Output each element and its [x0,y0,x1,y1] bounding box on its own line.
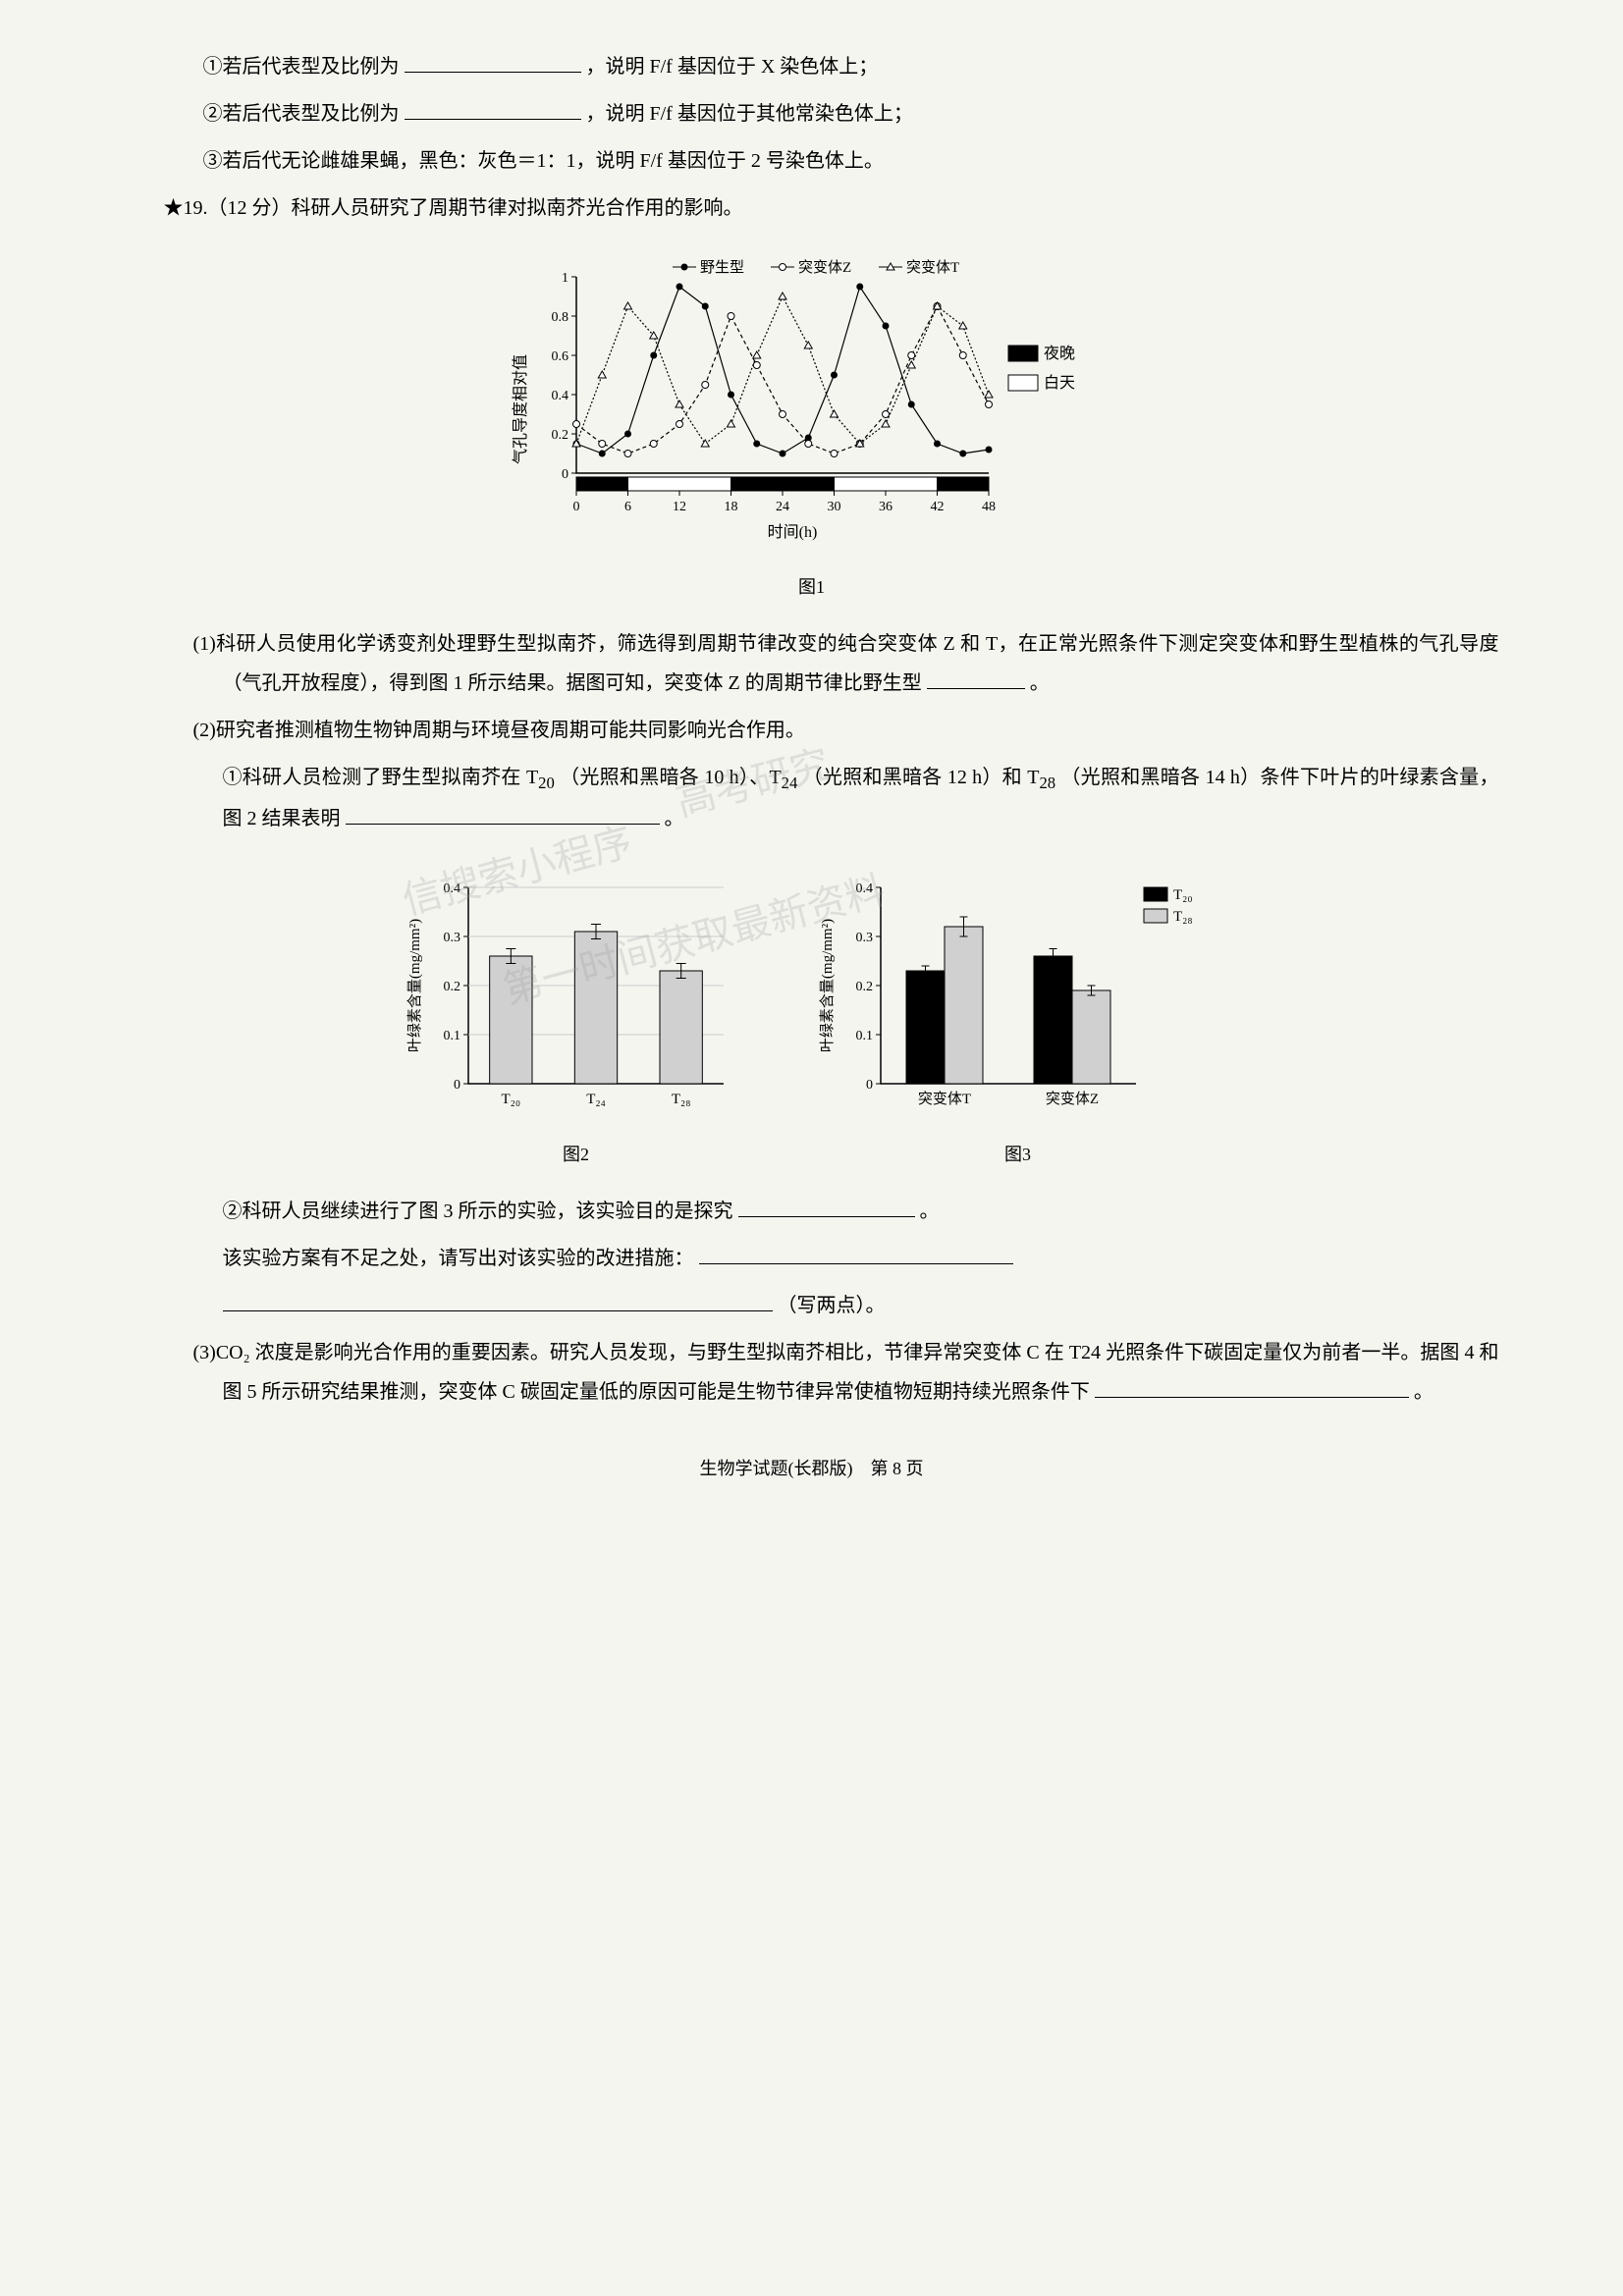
p2-sub2-b: 该实验方案有不足之处，请写出对该实验的改进措施： [125,1239,1499,1278]
svg-text:48: 48 [982,500,996,514]
svg-text:T₂₀: T₂₀ [501,1092,520,1107]
svg-text:30: 30 [827,500,840,514]
svg-text:T₂₄: T₂₄ [586,1092,606,1107]
p1-blank [927,668,1025,689]
svg-text:1: 1 [562,271,568,286]
p3: (3)CO₂ 浓度是影响光合作用的重要因素。研究人员发现，与野生型拟南芥相比，节… [125,1333,1499,1412]
p2-header-text: (2)研究者推测植物生物钟周期与环境昼夜周期可能共同影响光合作用。 [193,720,805,741]
svg-text:0.2: 0.2 [443,980,460,994]
svg-text:突变体Z: 突变体Z [1045,1091,1098,1107]
p2-sub1: ①科研人员检测了野生型拟南芥在 T20 （光照和黑暗各 10 h）、T24 （光… [125,758,1499,838]
svg-text:0.8: 0.8 [551,310,568,325]
fig2-block: 0 0.1 0.2 0.3 0.4 T₂₀ T₂₄ T₂₈ 叶绿素含量(mg/mm²) 图2 [400,858,753,1172]
q19-header: ★19.（12 分）科研人员研究了周期节律对拟南芥光合作用的影响。 [125,188,1499,228]
svg-text:气孔导度相对值: 气孔导度相对值 [512,354,529,464]
q2-tail: ，说明 F/f 基因位于其他常染色体上； [586,103,913,125]
svg-text:0.4: 0.4 [551,389,568,403]
q3-text: ③若后代无论雌雄果蝇，黑色：灰色＝1：1，说明 F/f 基因位于 2 号染色体上… [203,150,884,172]
svg-text:0: 0 [866,1078,873,1093]
svg-text:T₂₈: T₂₈ [671,1092,690,1107]
footer-text: 生物学试题(长郡版) 第 8 页 [700,1459,924,1478]
sub24: 24 [782,774,798,792]
q1-prefix: ①若后代表型及比例为 [203,56,400,78]
p2s1-tail: 。 [665,808,684,829]
p2s2c: （写两点）。 [778,1295,886,1316]
svg-text:0.6: 0.6 [551,349,568,364]
svg-text:0.4: 0.4 [855,881,873,896]
p2-sub2-c: （写两点）。 [125,1286,1499,1325]
svg-text:0: 0 [572,500,579,514]
p3-blank [1095,1377,1409,1398]
svg-text:0.2: 0.2 [855,980,873,994]
svg-text:0.2: 0.2 [551,428,568,443]
p2s2a-tail: 。 [920,1201,940,1222]
svg-text:叶绿素含量(mg/mm²): 叶绿素含量(mg/mm²) [819,919,836,1052]
svg-text:6: 6 [624,500,631,514]
q2-prefix: ②若后代表型及比例为 [203,103,400,125]
p1: (1)科研人员使用化学诱变剂处理野生型拟南芥，筛选得到周期节律改变的纯合突变体 … [125,624,1499,703]
svg-text:突变体T: 突变体T [917,1091,970,1107]
svg-text:42: 42 [930,500,944,514]
q1-line: ①若后代表型及比例为 ，说明 F/f 基因位于 X 染色体上； [125,47,1499,86]
p2s1b: （光照和黑暗各 10 h）、T [560,767,782,788]
q2-line: ②若后代表型及比例为 ，说明 F/f 基因位于其他常染色体上； [125,94,1499,133]
q1-tail: ，说明 F/f 基因位于 X 染色体上； [586,56,879,78]
svg-text:0.3: 0.3 [443,931,460,945]
svg-text:36: 36 [879,500,893,514]
p2s2a-blank [738,1197,915,1217]
svg-text:0.1: 0.1 [855,1029,873,1043]
svg-text:T₂₀: T₂₀ [1173,887,1193,903]
fig1-title: 图1 [125,569,1499,605]
svg-text:野生型: 野生型 [700,259,744,276]
svg-text:18: 18 [724,500,737,514]
svg-text:突变体Z: 突变体Z [798,259,851,276]
p2s2b-blank1 [699,1244,1013,1264]
footer: 生物学试题(长郡版) 第 8 页 [125,1451,1499,1486]
svg-text:0.3: 0.3 [855,931,873,945]
q2-blank [405,99,581,120]
svg-text:12: 12 [673,500,686,514]
svg-text:0.1: 0.1 [443,1029,460,1043]
svg-text:0.4: 0.4 [443,881,460,896]
page-wrapper: 高考研究 信搜索小程序 第一时间获取最新资料 ①若后代表型及比例为 ，说明 F/… [125,47,1499,1486]
p2-sub2-a: ②科研人员继续进行了图 3 所示的实验，该实验目的是探究 。 [125,1192,1499,1231]
p2s2a: ②科研人员继续进行了图 3 所示的实验，该实验目的是探究 [223,1201,733,1222]
svg-text:突变体T: 突变体T [906,259,959,276]
fig2-svg: 0 0.1 0.2 0.3 0.4 T₂₀ T₂₄ T₂₈ 叶绿素含量(mg/mm²) [400,858,753,1133]
svg-text:0: 0 [562,467,568,482]
p2s2b-blank2 [223,1291,773,1311]
p3-tail: 。 [1414,1381,1434,1403]
p1-tail: 。 [1030,672,1050,694]
svg-text:夜晚: 夜晚 [1044,345,1075,362]
q19-header-text: ★19.（12 分）科研人员研究了周期节律对拟南芥光合作用的影响。 [164,197,743,219]
fig3-svg: 0 0.1 0.2 0.3 0.4 突变体T 突变体Z T₂₀ T₂₈ 叶绿素含量(mg/mm²) [812,858,1224,1133]
fig23-row: 0 0.1 0.2 0.3 0.4 T₂₀ T₂₄ T₂₈ 叶绿素含量(mg/mm²) 图2 0… [125,858,1499,1172]
q1-blank [405,52,581,73]
p2s1a: ①科研人员检测了野生型拟南芥在 T [223,767,539,788]
svg-text:24: 24 [776,500,789,514]
q3-line: ③若后代无论雌雄果蝇，黑色：灰色＝1：1，说明 F/f 基因位于 2 号染色体上… [125,141,1499,181]
svg-text:0: 0 [454,1078,460,1093]
fig3-block: 0 0.1 0.2 0.3 0.4 突变体T 突变体Z T₂₀ T₂₈ 叶绿素含量(mg/mm²)… [812,858,1224,1172]
sub20: 20 [538,774,555,792]
fig2-title: 图2 [563,1137,589,1172]
svg-text:时间(h): 时间(h) [767,523,817,541]
sub28: 28 [1039,774,1055,792]
p2s1c: （光照和黑暗各 12 h）和 T [803,767,1040,788]
svg-text:叶绿素含量(mg/mm²): 叶绿素含量(mg/mm²) [406,919,423,1052]
svg-text:白天: 白天 [1044,374,1075,392]
fig1-container: 野生型 突变体Z 突变体T 气孔导度相对值 0 0.2 0.4 0.6 0.8 1 0 6 12 18… [125,247,1499,605]
p2s2b: 该实验方案有不足之处，请写出对该实验的改进措施： [223,1248,694,1269]
fig3-title: 图3 [1004,1137,1031,1172]
svg-text:T₂₈: T₂₈ [1173,909,1193,925]
p1-text: (1)科研人员使用化学诱变剂处理野生型拟南芥，筛选得到周期节律改变的纯合突变体 … [193,633,1499,694]
p2-header: (2)研究者推测植物生物钟周期与环境昼夜周期可能共同影响光合作用。 [125,711,1499,750]
fig1-svg: 野生型 突变体Z 突变体T 气孔导度相对值 0 0.2 0.4 0.6 0.8 1 0 6 12 18… [508,247,1116,552]
p2s1-blank [346,804,660,825]
